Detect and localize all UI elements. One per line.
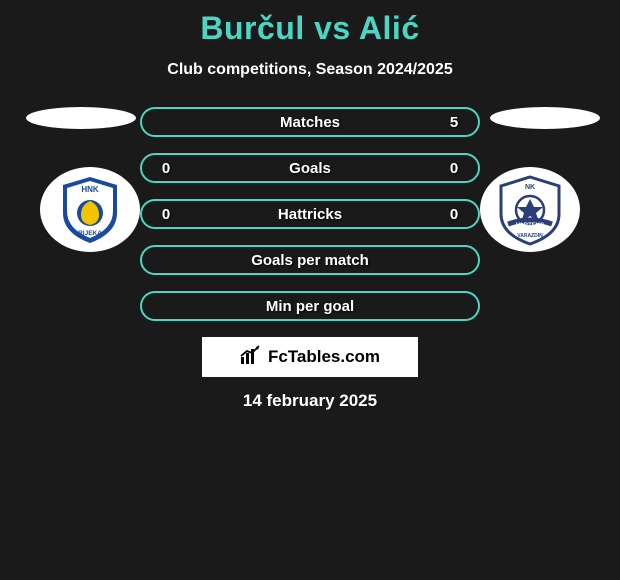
rijeka-shield-icon: HNK RIJEKA xyxy=(55,175,125,245)
left-player-column: HNK RIJEKA xyxy=(20,107,140,252)
stat-label: Goals xyxy=(176,160,444,177)
comparison-row: HNK RIJEKA Matches 5 0 Goals 0 0 xyxy=(0,107,620,321)
stat-left-value: 0 xyxy=(156,160,176,177)
svg-text:NK: NK xyxy=(525,184,535,191)
date-label: 14 february 2025 xyxy=(243,391,377,411)
subtitle: Club competitions, Season 2024/2025 xyxy=(167,61,452,79)
left-player-oval xyxy=(26,107,136,129)
stat-label: Min per goal xyxy=(176,298,444,315)
brand-text: FcTables.com xyxy=(268,347,380,367)
stat-row-hattricks: 0 Hattricks 0 xyxy=(140,199,480,229)
stat-row-goals-per-match: Goals per match xyxy=(140,245,480,275)
stat-label: Goals per match xyxy=(176,252,444,269)
stat-right-value: 0 xyxy=(444,160,464,177)
stat-label: Matches xyxy=(176,114,444,131)
stat-row-matches: Matches 5 xyxy=(140,107,480,137)
svg-text:VARAZDIN: VARAZDIN xyxy=(517,233,543,239)
brand-chart-icon xyxy=(240,345,262,370)
brand-box[interactable]: FcTables.com xyxy=(202,337,418,377)
badge-text-rijeka: RIJEKA xyxy=(78,230,102,237)
stat-right-value: 0 xyxy=(444,206,464,223)
right-club-badge: NK VARTEKS VARAZDIN xyxy=(480,167,580,252)
stat-left-value: 0 xyxy=(156,206,176,223)
svg-text:VARTEKS: VARTEKS xyxy=(516,223,544,229)
stats-table: Matches 5 0 Goals 0 0 Hattricks 0 Goals … xyxy=(140,107,480,321)
stat-right-value: 5 xyxy=(444,114,464,131)
right-player-oval xyxy=(490,107,600,129)
left-club-badge: HNK RIJEKA xyxy=(40,167,140,252)
stat-label: Hattricks xyxy=(176,206,444,223)
varteks-shield-icon: NK VARTEKS VARAZDIN xyxy=(494,174,566,246)
right-player-column: NK VARTEKS VARAZDIN xyxy=(480,107,600,252)
page-title: Burčul vs Alić xyxy=(200,10,419,47)
stat-row-min-per-goal: Min per goal xyxy=(140,291,480,321)
badge-text-hnk: HNK xyxy=(81,185,99,194)
stat-row-goals: 0 Goals 0 xyxy=(140,153,480,183)
